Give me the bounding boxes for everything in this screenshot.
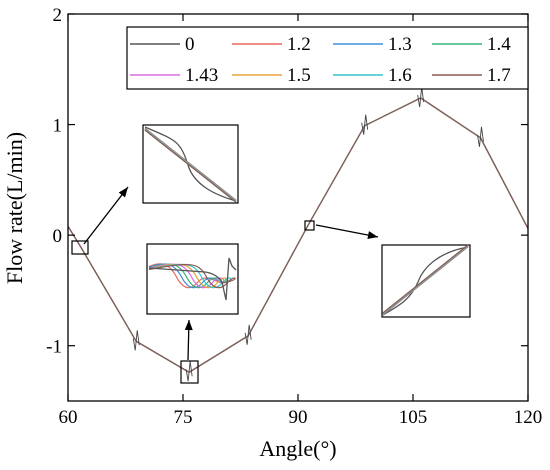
arrow-3-head [367,231,378,240]
curve-ripple-0 [132,330,140,351]
x-tick-label-4: 120 [514,407,543,428]
y-axis-title: Flow rate(L/min) [2,132,27,284]
series-line-1.7 [67,97,529,374]
tick-layer: 60 75 90 105 120 -1 0 1 2 [46,5,542,428]
legend-box [126,26,529,90]
legend-label-1.3: 1.3 [388,34,412,55]
curve-ripple-3 [361,114,369,135]
legend-label-1.6: 1.6 [388,65,412,86]
arrow-3-line [315,224,379,238]
curve-ripple-1 [185,361,193,382]
curve-ripple-5 [477,126,484,147]
y-tick-label-0: -1 [46,337,62,358]
legend-label-1.5: 1.5 [287,65,311,86]
legend-label-1.2: 1.2 [287,34,311,55]
inset-1-line-1.7 [144,129,237,203]
inset-2-line-0 [148,257,237,301]
curve-layer [67,86,529,382]
arrow-1-head [118,187,128,198]
inset-3-line-1.7 [382,244,469,314]
x-tick-label-3: 105 [399,407,428,428]
legend-label-1.43: 1.43 [185,65,218,86]
legend-label-0: 0 [185,34,195,55]
inset-layer [71,124,471,384]
zoom-marker-1 [71,240,89,255]
x-tick-label-2: 90 [289,407,308,428]
zoom-marker-2 [180,360,199,384]
inset-2-line-1.7 [148,263,236,289]
legend-label-1.4: 1.4 [487,34,511,55]
inset-3-line-0 [382,246,469,316]
y-tick-label-2: 1 [53,116,63,137]
x-tick-label-1: 75 [174,407,193,428]
y-tick-label-3: 2 [53,5,63,26]
inset-1-line-0 [144,126,237,202]
x-axis-title: Angle(°) [259,436,336,461]
legend: 0 1.2 1.3 1.4 1.43 1.5 1.6 1.7 [126,26,529,90]
x-tick-label-0: 60 [59,407,78,428]
zoom-marker-3 [304,220,315,231]
curve-ripple-2 [244,324,252,345]
legend-label-1.7: 1.7 [487,65,511,86]
y-tick-label-1: 0 [53,226,63,247]
curve-ripple-4 [417,86,425,108]
arrow-2-head [184,320,193,331]
arrow-1-line [83,186,129,245]
